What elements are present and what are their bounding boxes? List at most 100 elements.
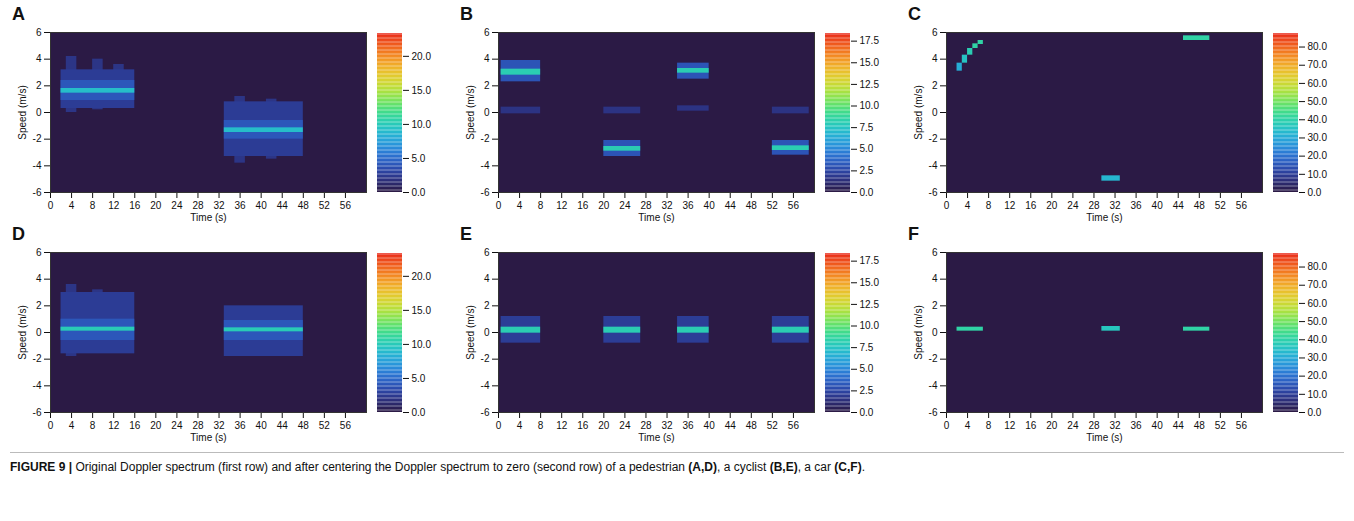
svg-text:56: 56: [788, 200, 800, 211]
svg-text:4: 4: [517, 200, 523, 211]
svg-text:5.0: 5.0: [412, 153, 426, 164]
svg-text:52: 52: [1215, 420, 1227, 431]
svg-text:36: 36: [1131, 200, 1143, 211]
svg-text:44: 44: [277, 420, 289, 431]
svg-text:4: 4: [965, 420, 971, 431]
svg-text:0: 0: [496, 200, 502, 211]
svg-text:24: 24: [171, 200, 183, 211]
svg-text:24: 24: [1067, 200, 1079, 211]
svg-text:8: 8: [986, 420, 992, 431]
svg-text:20: 20: [598, 420, 610, 431]
svg-text:36: 36: [1131, 420, 1143, 431]
svg-text:28: 28: [1088, 420, 1100, 431]
svg-text:-2: -2: [481, 353, 490, 364]
svg-text:32: 32: [1109, 200, 1121, 211]
svg-text:4: 4: [484, 273, 490, 284]
svg-text:0: 0: [48, 200, 54, 211]
svg-text:48: 48: [1194, 200, 1206, 211]
svg-text:2.5: 2.5: [860, 385, 874, 396]
svg-text:-2: -2: [33, 353, 42, 364]
svg-text:4: 4: [932, 53, 938, 64]
svg-text:15.0: 15.0: [860, 277, 880, 288]
svg-text:2: 2: [932, 80, 938, 91]
svg-text:-4: -4: [929, 380, 938, 391]
svg-text:20.0: 20.0: [1308, 370, 1328, 381]
svg-text:70.0: 70.0: [1308, 279, 1328, 290]
svg-text:0: 0: [944, 200, 950, 211]
svg-text:Time (s): Time (s): [1086, 212, 1122, 223]
svg-text:60.0: 60.0: [1308, 78, 1328, 89]
svg-text:0.0: 0.0: [412, 407, 426, 418]
svg-text:20: 20: [1046, 200, 1058, 211]
svg-text:Speed (m/s): Speed (m/s): [913, 85, 924, 139]
svg-text:8: 8: [986, 200, 992, 211]
svg-text:12: 12: [108, 200, 120, 211]
svg-text:0: 0: [36, 107, 42, 118]
svg-text:5.0: 5.0: [860, 143, 874, 154]
svg-text:12.5: 12.5: [860, 299, 880, 310]
svg-text:4: 4: [484, 53, 490, 64]
svg-text:70.0: 70.0: [1308, 59, 1328, 70]
svg-text:6: 6: [932, 27, 938, 38]
svg-text:15.0: 15.0: [860, 57, 880, 68]
svg-text:8: 8: [90, 200, 96, 211]
svg-text:0: 0: [496, 420, 502, 431]
svg-text:4: 4: [517, 420, 523, 431]
svg-text:Time (s): Time (s): [190, 432, 226, 443]
svg-text:2: 2: [36, 300, 42, 311]
svg-text:-6: -6: [481, 407, 490, 418]
svg-text:-2: -2: [33, 133, 42, 144]
svg-text:-6: -6: [481, 187, 490, 198]
svg-text:6: 6: [484, 247, 490, 258]
svg-text:48: 48: [298, 420, 310, 431]
svg-text:-2: -2: [929, 133, 938, 144]
svg-text:17.5: 17.5: [860, 255, 880, 266]
svg-text:24: 24: [171, 420, 183, 431]
svg-text:52: 52: [319, 420, 331, 431]
svg-text:-6: -6: [929, 407, 938, 418]
svg-text:6: 6: [36, 27, 42, 38]
svg-text:2: 2: [484, 300, 490, 311]
svg-text:6: 6: [484, 27, 490, 38]
svg-text:16: 16: [577, 420, 589, 431]
svg-text:52: 52: [767, 420, 779, 431]
svg-text:12: 12: [1004, 200, 1016, 211]
svg-text:16: 16: [1025, 200, 1037, 211]
svg-text:30.0: 30.0: [1308, 352, 1328, 363]
svg-text:Speed (m/s): Speed (m/s): [465, 305, 476, 359]
svg-text:12: 12: [1004, 420, 1016, 431]
svg-text:7.5: 7.5: [860, 342, 874, 353]
svg-text:36: 36: [235, 420, 247, 431]
svg-text:0.0: 0.0: [860, 407, 874, 418]
svg-text:Time (s): Time (s): [638, 432, 674, 443]
svg-text:10.0: 10.0: [412, 119, 432, 130]
svg-text:52: 52: [1215, 200, 1227, 211]
svg-text:30.0: 30.0: [1308, 132, 1328, 143]
svg-text:28: 28: [192, 200, 204, 211]
svg-text:60.0: 60.0: [1308, 298, 1328, 309]
svg-text:-2: -2: [481, 133, 490, 144]
svg-text:-4: -4: [33, 160, 42, 171]
svg-text:32: 32: [1109, 420, 1121, 431]
svg-text:15.0: 15.0: [412, 85, 432, 96]
svg-text:16: 16: [129, 200, 141, 211]
svg-text:Speed (m/s): Speed (m/s): [465, 85, 476, 139]
svg-text:4: 4: [36, 273, 42, 284]
svg-text:28: 28: [1088, 200, 1100, 211]
svg-text:32: 32: [661, 420, 673, 431]
svg-text:20.0: 20.0: [1308, 150, 1328, 161]
svg-text:20: 20: [1046, 420, 1058, 431]
svg-text:20: 20: [150, 200, 162, 211]
svg-text:24: 24: [1067, 420, 1079, 431]
svg-text:12: 12: [556, 200, 568, 211]
svg-text:2: 2: [484, 80, 490, 91]
svg-text:2: 2: [932, 300, 938, 311]
svg-text:36: 36: [683, 200, 695, 211]
svg-text:4: 4: [69, 420, 75, 431]
svg-text:48: 48: [1194, 420, 1206, 431]
svg-text:40: 40: [704, 420, 716, 431]
svg-text:40: 40: [256, 200, 268, 211]
svg-text:0.0: 0.0: [1308, 407, 1322, 418]
svg-text:12.5: 12.5: [860, 79, 880, 90]
svg-text:0: 0: [484, 327, 490, 338]
